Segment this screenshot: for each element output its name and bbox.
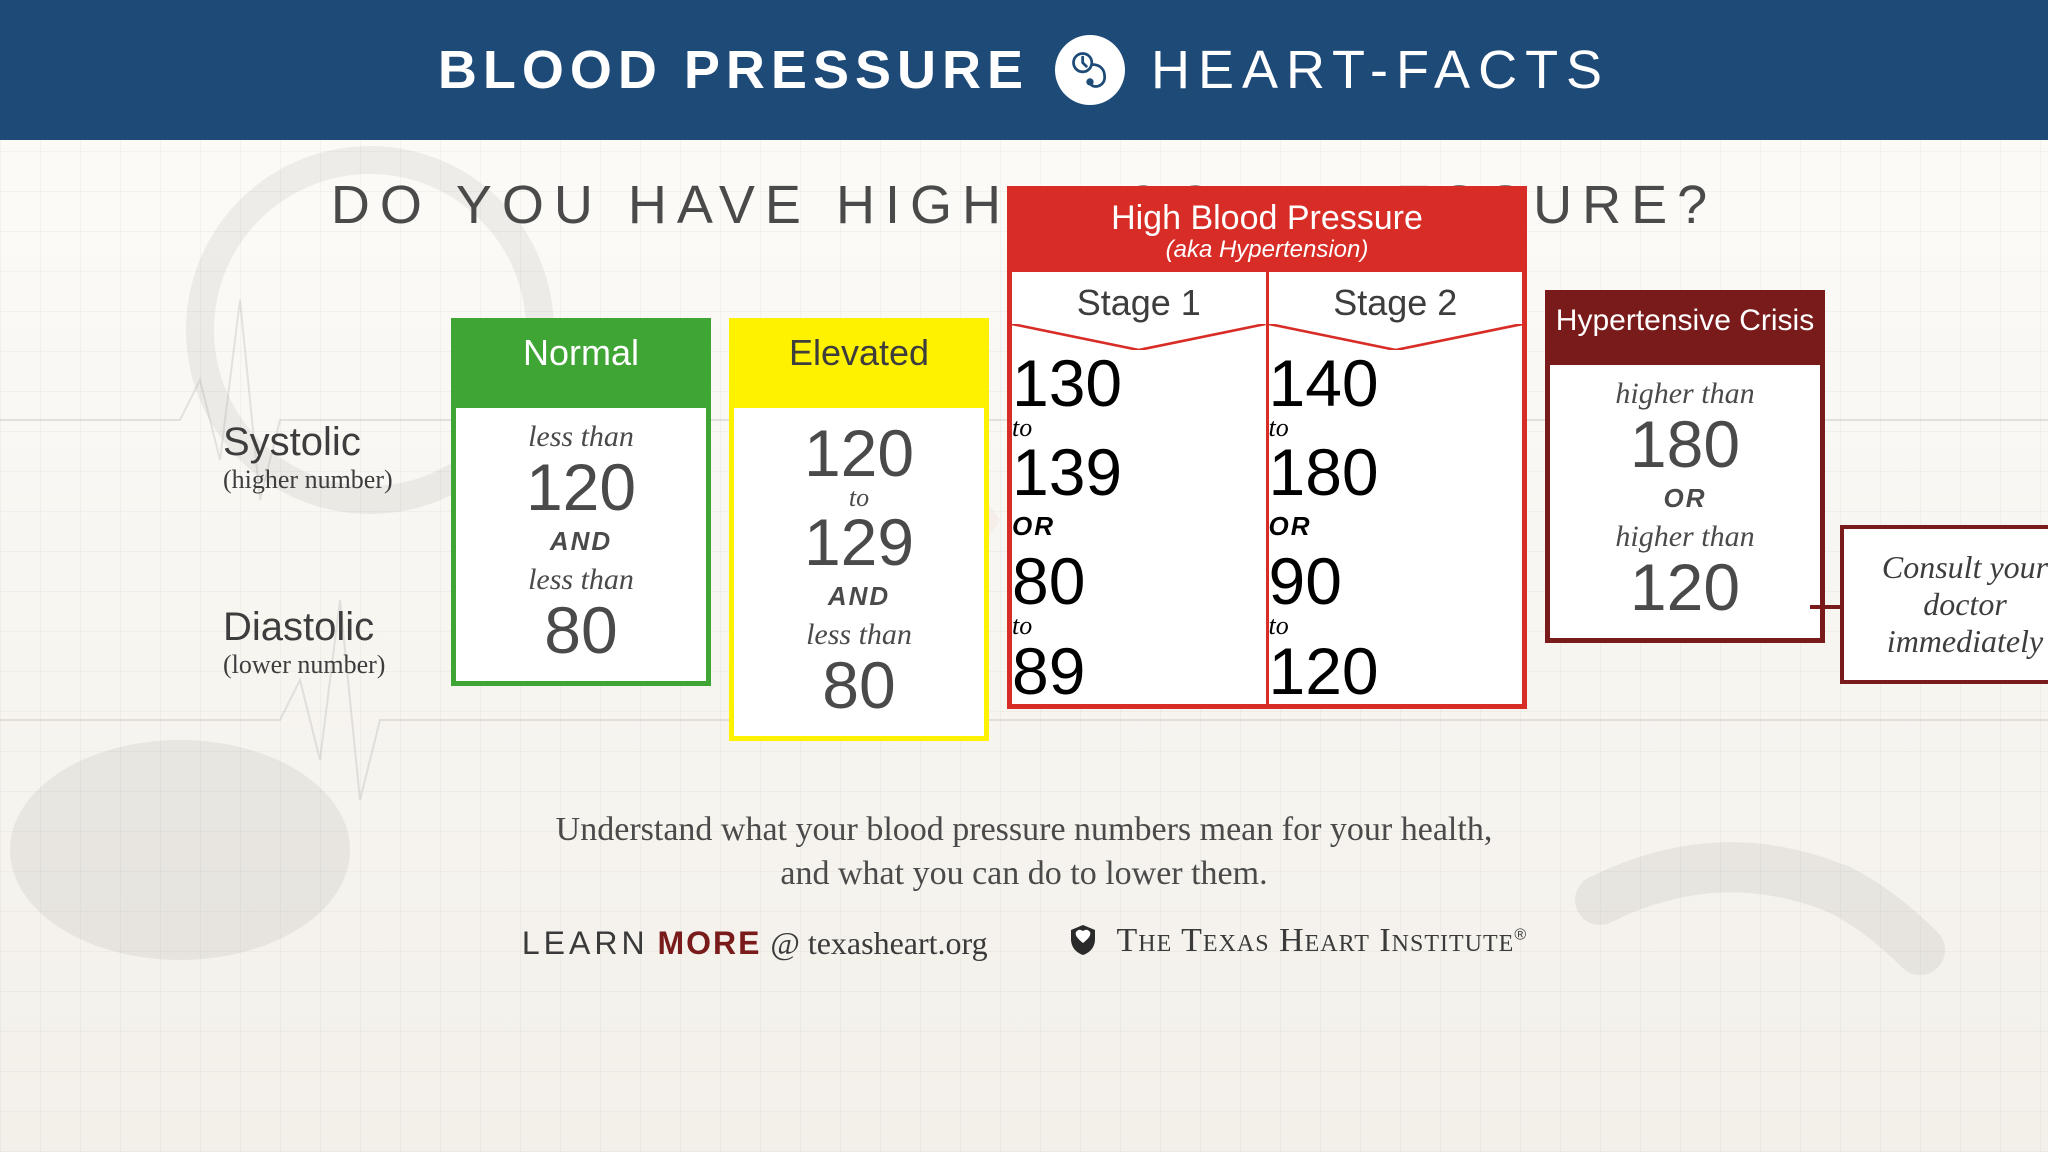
crisis-title: Hypertensive Crisis [1556, 304, 1814, 337]
row-labels: Systolic (higher number) Diastolic (lowe… [223, 260, 433, 790]
crisis-conj: OR [1615, 483, 1754, 514]
footer: Understand what your blood pressure numb… [0, 808, 2048, 965]
header-banner: BLOOD PRESSURE HEART-FACTS [0, 0, 2048, 140]
diastolic-note: (lower number) [223, 650, 433, 680]
normal-title: Normal [523, 332, 639, 373]
elev-sys-low: 120 [804, 420, 914, 486]
footer-line1: Understand what your blood pressure numb… [556, 811, 1493, 848]
systolic-note: (higher number) [223, 465, 433, 495]
s1-conj: OR [1012, 511, 1266, 542]
more-label: MORE [657, 925, 761, 961]
s2-sys-high: 180 [1269, 439, 1523, 505]
crisis-sys-prefix: higher than [1615, 377, 1754, 411]
card-normal: Normal less than 120 AND less than 80 [451, 318, 711, 686]
crisis-dia-val: 120 [1615, 554, 1754, 620]
s2-dia-low: 90 [1269, 548, 1523, 614]
elevated-title: Elevated [789, 332, 929, 373]
crisis-dia-prefix: higher than [1615, 520, 1754, 554]
normal-sys-prefix: less than [526, 420, 636, 454]
elev-dia-prefix: less than [804, 618, 914, 652]
crisis-sys-val: 180 [1615, 411, 1754, 477]
elev-conj: AND [804, 581, 914, 612]
s1-sys-low: 130 [1012, 350, 1266, 416]
normal-dia-prefix: less than [526, 563, 636, 597]
stage2-title: Stage 2 [1269, 272, 1523, 324]
stage1-title: Stage 1 [1012, 272, 1266, 324]
card-stage1: Stage 1 130 to 139 OR 80 to 89 [1012, 272, 1266, 704]
reg-mark: ® [1514, 927, 1526, 944]
footer-line2: and what you can do to lower them. [780, 855, 1267, 892]
card-elevated: Elevated 120 to 129 AND less than 80 [729, 318, 989, 741]
brand-name: The Texas Heart Institute [1117, 922, 1515, 959]
shield-icon [1068, 923, 1098, 965]
s1-sys-high: 139 [1012, 439, 1266, 505]
normal-dia-val: 80 [526, 597, 636, 663]
card-stage2: Stage 2 140 to 180 OR 90 to 120 [1266, 272, 1523, 704]
s1-dia-high: 89 [1012, 638, 1266, 704]
cards-row: Systolic (higher number) Diastolic (lowe… [0, 260, 2048, 790]
at-url: @ texasheart.org [770, 925, 987, 961]
s1-dia-low: 80 [1012, 548, 1266, 614]
s2-conj: OR [1269, 511, 1523, 542]
s2-dia-high: 120 [1269, 638, 1523, 704]
bp-cuff-icon [1055, 35, 1125, 105]
s2-sys-low: 140 [1269, 350, 1523, 416]
elev-sys-high: 129 [804, 509, 914, 575]
elev-dia-val: 80 [804, 652, 914, 718]
learn-label: LEARN [522, 925, 649, 961]
hbp-banner-sub: (aka Hypertension) [1012, 236, 1522, 264]
crisis-callout: Consult your doctor immediately [1840, 525, 2048, 684]
systolic-label: Systolic [223, 420, 433, 465]
normal-conj: AND [526, 526, 636, 557]
header-left: BLOOD PRESSURE [438, 39, 1029, 101]
hbp-banner-title: High Blood Pressure [1111, 199, 1423, 237]
diastolic-label: Diastolic [223, 605, 433, 650]
card-high-bp-group: High Blood Pressure (aka Hypertension) S… [1007, 186, 1527, 709]
card-crisis: Hypertensive Crisis higher than 180 OR h… [1545, 290, 1825, 643]
header-right: HEART-FACTS [1151, 39, 1610, 101]
normal-sys-val: 120 [526, 454, 636, 520]
